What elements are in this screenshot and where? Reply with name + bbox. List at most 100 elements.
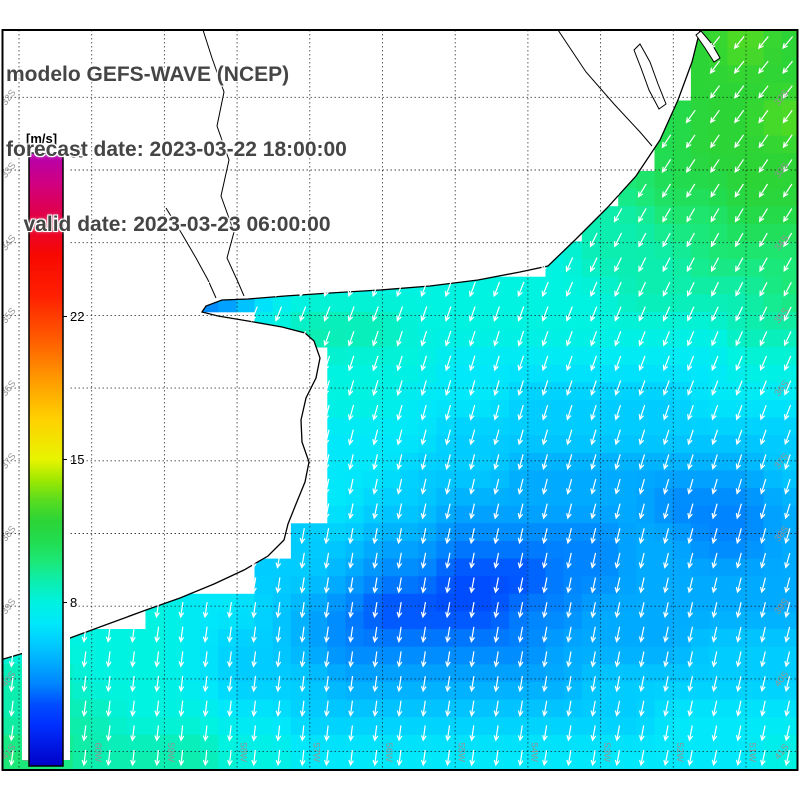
lagoon <box>633 43 667 110</box>
wind-arrow <box>590 454 597 471</box>
wind-arrow <box>782 159 793 173</box>
wind-arrow <box>323 454 330 471</box>
wind-arrow <box>420 380 427 397</box>
wind-arrow <box>493 700 500 717</box>
wind-arrow <box>686 281 695 297</box>
wind-arrow <box>541 355 549 372</box>
wind-arrow <box>154 675 160 693</box>
wind-arrow <box>324 651 330 668</box>
wind-arrow <box>784 602 791 619</box>
wind-arrow <box>614 552 621 569</box>
wind-arrow <box>687 404 694 421</box>
wind-arrow <box>613 183 623 198</box>
wind-arrow <box>299 552 306 569</box>
wind-arrow <box>347 281 355 298</box>
wind-arrow <box>687 528 694 545</box>
wind-arrow <box>663 651 669 668</box>
wind-arrow <box>227 602 233 619</box>
wind-arrow <box>251 577 257 594</box>
wind-arrow <box>638 208 647 223</box>
wind-arrow <box>589 232 598 248</box>
wind-arrow <box>685 134 696 149</box>
wind-arrow <box>614 725 621 742</box>
wind-arrow <box>759 306 768 322</box>
wind-arrow <box>734 232 744 248</box>
wind-arrow <box>445 626 451 643</box>
wind-arrow <box>566 750 572 767</box>
wind-arrow <box>566 454 573 471</box>
wind-arrow <box>299 306 307 322</box>
wind-arrow <box>687 749 694 767</box>
wind-arrow <box>299 602 306 619</box>
wind-arrow <box>372 404 379 421</box>
wind-arrow <box>420 700 427 717</box>
wind-arrow <box>784 404 792 421</box>
wind-arrow <box>782 60 793 74</box>
wind-arrow <box>396 626 403 643</box>
lon-label: 52W <box>674 742 685 762</box>
lon-label: 54W <box>528 742 539 762</box>
wind-arrow <box>711 651 718 668</box>
wind-arrow <box>638 454 646 470</box>
wind-arrow <box>709 85 720 99</box>
wind-arrow <box>493 404 500 421</box>
wind-arrow <box>784 429 791 446</box>
wind-arrow <box>566 380 573 396</box>
wind-arrow <box>178 675 185 693</box>
wind-arrow <box>662 208 671 223</box>
wind-arrow <box>757 36 769 50</box>
wind-arrow <box>590 626 597 643</box>
wind-arrow <box>735 429 743 446</box>
wind-arrow <box>710 257 720 273</box>
wind-arrow <box>710 183 720 198</box>
wind-arrow <box>420 676 427 693</box>
wind-arrow <box>250 281 258 298</box>
wind-arrow <box>613 208 623 223</box>
wind-arrow <box>638 503 645 520</box>
lon-label: 57W <box>310 742 321 762</box>
wind-arrow <box>324 700 330 717</box>
wind-arrow <box>638 478 645 495</box>
wind-arrow <box>372 552 378 569</box>
wind-arrow <box>420 330 428 347</box>
wind-arrow <box>299 651 306 668</box>
wind-arrow <box>663 725 669 742</box>
wind-arrow <box>8 749 15 767</box>
wind-arrow <box>227 675 233 693</box>
wind-arrow <box>663 478 670 495</box>
wind-arrow <box>420 478 427 495</box>
wind-arrow <box>638 528 645 545</box>
wind-arrow <box>590 257 598 273</box>
wind-arrow <box>663 749 669 767</box>
wind-arrow <box>420 626 427 643</box>
wind-arrow <box>348 577 354 594</box>
wind-arrow <box>8 675 15 693</box>
wind-arrow <box>372 528 378 545</box>
wind-arrow <box>81 651 88 668</box>
wind-arrow <box>711 454 718 470</box>
wind-arrow <box>396 404 403 421</box>
wind-arrow <box>372 330 379 347</box>
wind-arrow <box>202 626 209 643</box>
wind-arrow <box>445 700 451 717</box>
wind-arrow <box>154 725 161 742</box>
wind-arrow <box>735 404 743 421</box>
wind-arrow <box>687 454 694 470</box>
wind-arrow <box>639 725 645 742</box>
wind-arrow <box>445 651 451 668</box>
wind-arrow <box>444 454 451 471</box>
wind-arrow <box>614 306 622 322</box>
wind-arrow <box>541 478 548 495</box>
wind-arrow <box>275 330 282 347</box>
wind-arrow <box>348 725 354 742</box>
wind-arrow <box>396 355 403 372</box>
wind-arrow <box>735 676 742 693</box>
wind-arrow <box>517 528 524 545</box>
wind-arrow <box>735 700 742 717</box>
wind-arrow <box>275 749 282 767</box>
wind-arrow <box>275 281 283 298</box>
wind-arrow <box>347 306 355 322</box>
wind-arrow <box>81 700 88 717</box>
wind-arrow <box>614 528 621 545</box>
wind-arrow <box>372 281 379 298</box>
